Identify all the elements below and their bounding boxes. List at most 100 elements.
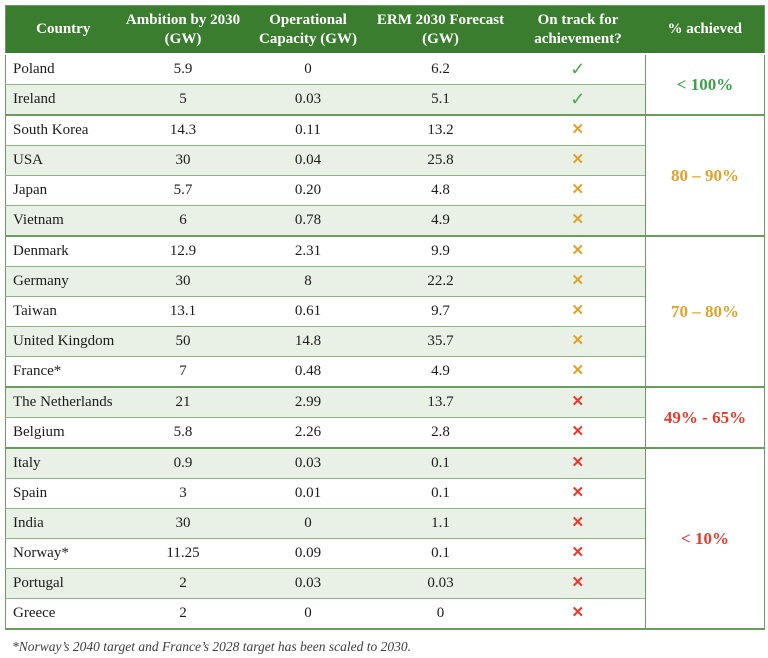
operational-cell: 0.78 — [245, 205, 371, 237]
operational-cell: 8 — [245, 266, 371, 297]
forecast-cell: 13.7 — [370, 387, 511, 418]
ambition-cell: 2 — [120, 598, 246, 630]
cross-icon: ✕ — [571, 545, 585, 561]
country-cell: Japan — [5, 175, 121, 206]
forecast-cell: 4.9 — [370, 356, 511, 388]
country-cell: Taiwan — [5, 296, 121, 327]
operational-cell: 0.03 — [245, 568, 371, 599]
cross-icon: ✕ — [571, 575, 585, 591]
country-cell: USA — [5, 145, 121, 176]
table-row: South Korea 14.3 0.11 13.2 ✕ 80 – 90% — [5, 115, 765, 237]
operational-cell: 2.31 — [245, 236, 371, 267]
status-cell: ✕ — [510, 478, 646, 509]
operational-cell: 2.26 — [245, 417, 371, 449]
cross-icon: ✕ — [571, 212, 585, 228]
table-row: USA 30 0.04 25.8 ✕ — [5, 145, 765, 176]
status-cell: ✕ — [510, 387, 646, 418]
status-cell: ✕ — [510, 508, 646, 539]
ambition-cell: 30 — [120, 266, 246, 297]
check-icon: ✓ — [570, 58, 586, 79]
operational-cell: 0 — [245, 54, 371, 85]
forecast-cell: 5.1 — [370, 84, 511, 116]
achievement-table: Country Ambition by 2030 (GW) Operationa… — [5, 5, 765, 630]
percent-group-cell: 70 – 80% — [645, 236, 765, 388]
forecast-cell: 35.7 — [370, 326, 511, 357]
operational-cell: 0 — [245, 508, 371, 539]
table-row: Taiwan 13.1 0.61 9.7 ✕ — [5, 296, 765, 327]
percent-group-cell: 49% - 65% — [645, 387, 765, 449]
operational-cell: 0.04 — [245, 145, 371, 176]
cross-icon: ✕ — [571, 333, 585, 349]
country-cell: Denmark — [5, 236, 121, 267]
percent-group-cell: 80 – 90% — [645, 115, 765, 237]
column-header-country: Country — [5, 5, 121, 55]
country-cell: Vietnam — [5, 205, 121, 237]
forecast-cell: 4.9 — [370, 205, 511, 237]
status-cell: ✕ — [510, 115, 646, 146]
status-cell: ✕ — [510, 417, 646, 449]
country-cell: Ireland — [5, 84, 121, 116]
cross-icon: ✕ — [571, 152, 585, 168]
cross-icon: ✕ — [571, 485, 585, 501]
forecast-cell: 22.2 — [370, 266, 511, 297]
column-header-ambition: Ambition by 2030 (GW) — [120, 5, 246, 55]
forecast-cell: 9.9 — [370, 236, 511, 267]
forecast-cell: 13.2 — [370, 115, 511, 146]
percent-group-cell: < 10% — [645, 448, 765, 630]
cross-icon: ✕ — [571, 605, 585, 621]
cross-icon: ✕ — [571, 515, 585, 531]
forecast-cell: 0.03 — [370, 568, 511, 599]
forecast-cell: 2.8 — [370, 417, 511, 449]
status-cell: ✕ — [510, 175, 646, 206]
forecast-cell: 9.7 — [370, 296, 511, 327]
operational-cell: 0.01 — [245, 478, 371, 509]
ambition-cell: 2 — [120, 568, 246, 599]
forecast-cell: 0 — [370, 598, 511, 630]
table-row: United Kingdom 50 14.8 35.7 ✕ — [5, 326, 765, 357]
table-row: Spain 3 0.01 0.1 ✕ — [5, 478, 765, 509]
forecast-cell: 1.1 — [370, 508, 511, 539]
ambition-cell: 7 — [120, 356, 246, 388]
ambition-cell: 5.7 — [120, 175, 246, 206]
forecast-cell: 0.1 — [370, 478, 511, 509]
country-cell: Belgium — [5, 417, 121, 449]
cross-icon: ✕ — [571, 363, 585, 379]
check-icon: ✓ — [570, 88, 586, 109]
ambition-cell: 3 — [120, 478, 246, 509]
table-row: Ireland 5 0.03 5.1 ✓ — [5, 84, 765, 116]
status-cell: ✓ — [510, 54, 646, 85]
table-row: Norway* 11.25 0.09 0.1 ✕ — [5, 538, 765, 569]
country-cell: Spain — [5, 478, 121, 509]
table-body: Poland 5.9 0 6.2 ✓ < 100% Ireland 5 0.03 5.1 ✓ Sout… — [5, 54, 765, 630]
cross-icon: ✕ — [571, 122, 585, 138]
ambition-cell: 6 — [120, 205, 246, 237]
cross-icon: ✕ — [571, 303, 585, 319]
country-cell: South Korea — [5, 115, 121, 146]
status-cell: ✕ — [510, 326, 646, 357]
operational-cell: 0.03 — [245, 84, 371, 116]
country-cell: United Kingdom — [5, 326, 121, 357]
table-row: Italy 0.9 0.03 0.1 ✕ < 10% — [5, 448, 765, 630]
country-cell: Greece — [5, 598, 121, 630]
column-header-operational: Operational Capacity (GW) — [245, 5, 371, 55]
country-cell: Poland — [5, 54, 121, 85]
table-row: Denmark 12.9 2.31 9.9 ✕ 70 – 80% — [5, 236, 765, 388]
table-row: India 30 0 1.1 ✕ — [5, 508, 765, 539]
cross-icon: ✕ — [571, 424, 585, 440]
operational-cell: 0 — [245, 598, 371, 630]
status-cell: ✕ — [510, 266, 646, 297]
ambition-cell: 0.9 — [120, 448, 246, 479]
cross-icon: ✕ — [571, 273, 585, 289]
forecast-cell: 25.8 — [370, 145, 511, 176]
status-cell: ✕ — [510, 568, 646, 599]
forecast-cell: 6.2 — [370, 54, 511, 85]
ambition-cell: 14.3 — [120, 115, 246, 146]
ambition-cell: 21 — [120, 387, 246, 418]
ambition-cell: 13.1 — [120, 296, 246, 327]
footnote: *Norway’s 2040 target and France’s 2028 … — [12, 639, 411, 654]
forecast-cell: 0.1 — [370, 448, 511, 479]
cross-icon: ✕ — [571, 182, 585, 198]
table-row: Germany 30 8 22.2 ✕ — [5, 266, 765, 297]
country-cell: Germany — [5, 266, 121, 297]
ambition-cell: 5 — [120, 84, 246, 116]
